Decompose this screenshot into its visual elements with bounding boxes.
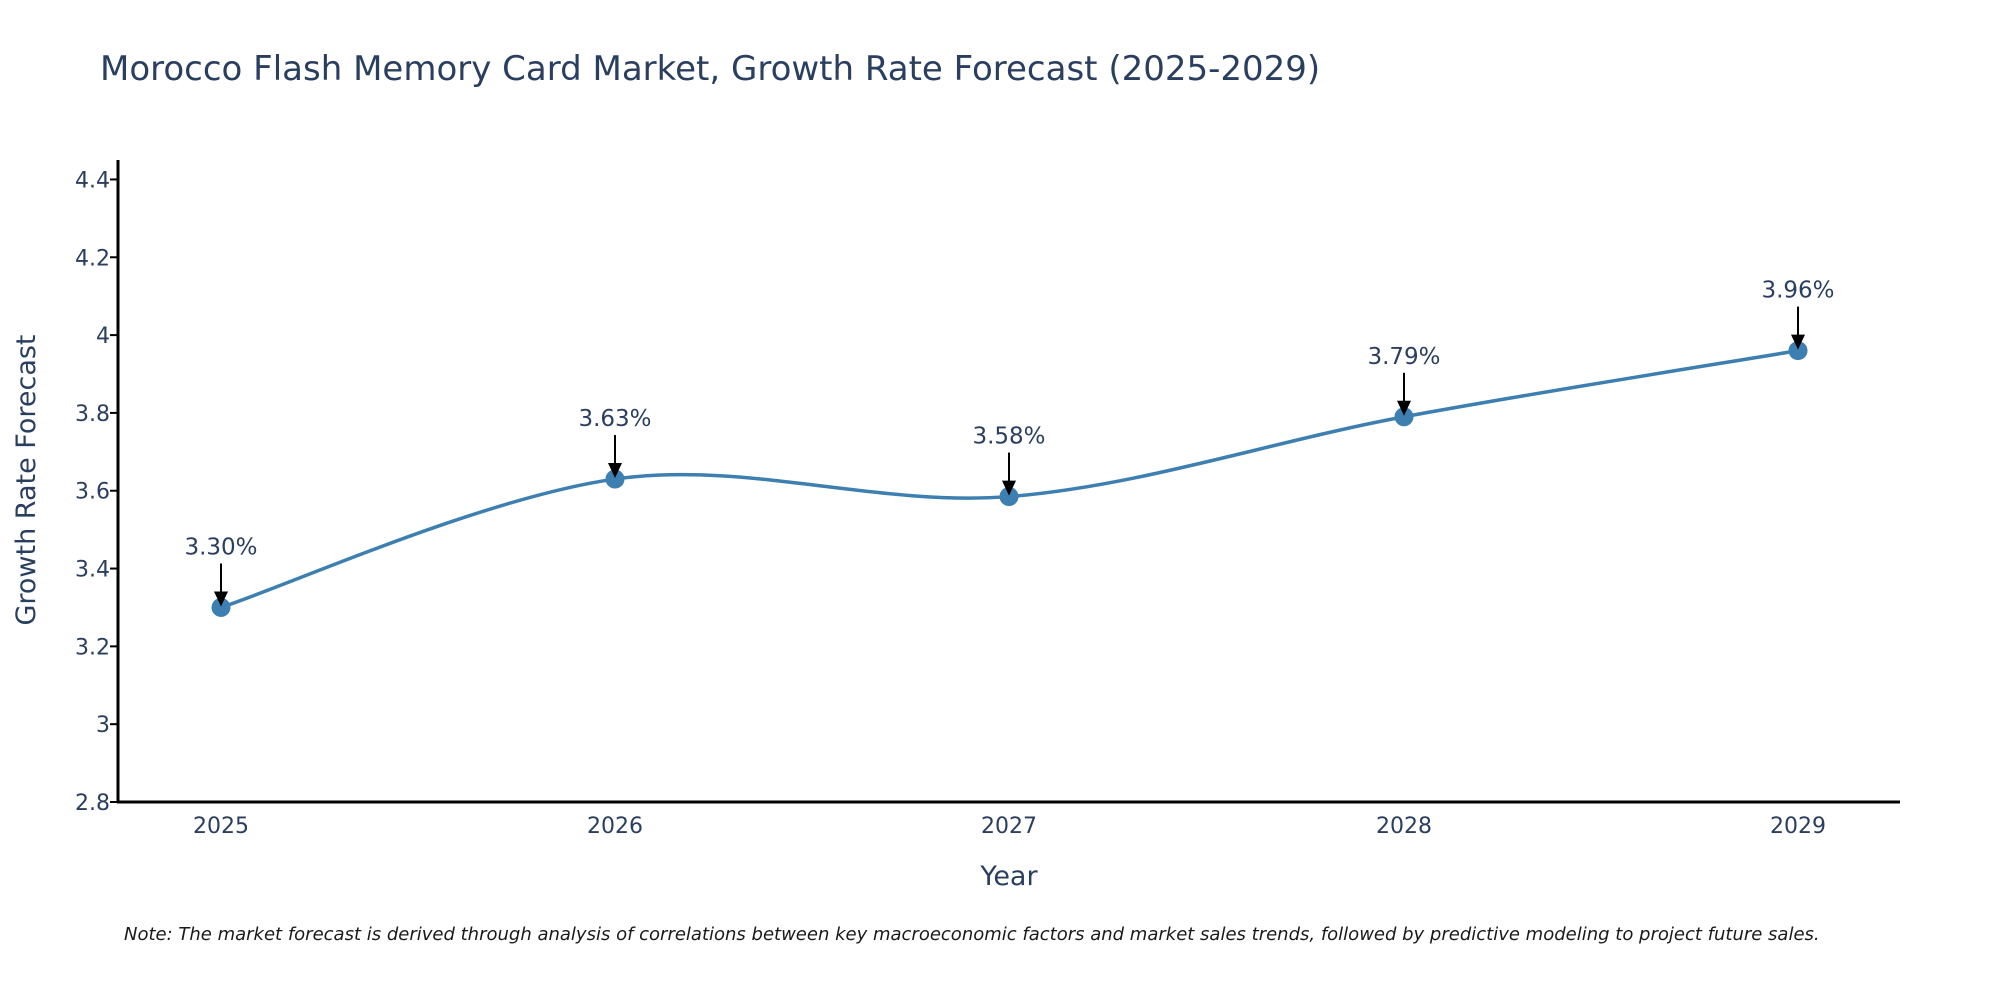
data-label: 3.58% xyxy=(972,424,1045,450)
data-label: 3.30% xyxy=(184,534,257,560)
y-tick-label: 4 xyxy=(96,324,110,349)
chart-note: Note: The market forecast is derived thr… xyxy=(124,924,1820,945)
annotation-arrowhead xyxy=(1002,480,1016,496)
data-point xyxy=(1788,341,1808,361)
y-tick-label: 4.2 xyxy=(75,246,110,271)
y-tick-label: 3.2 xyxy=(75,635,110,660)
data-point xyxy=(999,487,1019,507)
data-label: 3.63% xyxy=(578,406,651,432)
x-axis-ticks: 2025 2026 2027 2028 2029 xyxy=(193,814,1826,839)
y-axis-ticks: 2.8 3 3.2 3.4 3.6 3.8 4 4.2 4.4 xyxy=(75,168,118,816)
data-point xyxy=(605,469,625,489)
chart-title: Morocco Flash Memory Card Market, Growth… xyxy=(100,49,1320,89)
x-axis-title: Year xyxy=(979,861,1038,892)
data-label: 3.79% xyxy=(1367,344,1440,370)
annotation-arrowhead xyxy=(1791,334,1805,350)
x-tick-label: 2025 xyxy=(193,814,249,839)
annotation-arrowhead xyxy=(608,463,622,479)
x-tick-label: 2029 xyxy=(1770,814,1826,839)
y-tick-label: 3.8 xyxy=(75,402,110,427)
x-tick-label: 2027 xyxy=(981,814,1037,839)
y-tick-label: 4.4 xyxy=(75,168,110,193)
data-annotations: 3.30% 3.63% 3.58% 3.79% 3.96% xyxy=(184,278,1835,607)
data-point xyxy=(211,597,231,617)
data-point xyxy=(1394,407,1414,427)
y-tick-label: 2.8 xyxy=(75,791,110,816)
y-tick-label: 3 xyxy=(96,713,110,738)
data-label: 3.96% xyxy=(1761,278,1834,304)
y-tick-label: 3.6 xyxy=(75,480,110,505)
x-tick-label: 2026 xyxy=(587,814,643,839)
data-markers xyxy=(211,341,1808,617)
x-tick-label: 2028 xyxy=(1376,814,1432,839)
y-tick-label: 3.4 xyxy=(75,558,110,583)
y-axis-title: Growth Rate Forecast xyxy=(11,334,42,625)
annotation-arrowhead xyxy=(214,591,228,607)
annotation-arrowhead xyxy=(1397,400,1411,416)
